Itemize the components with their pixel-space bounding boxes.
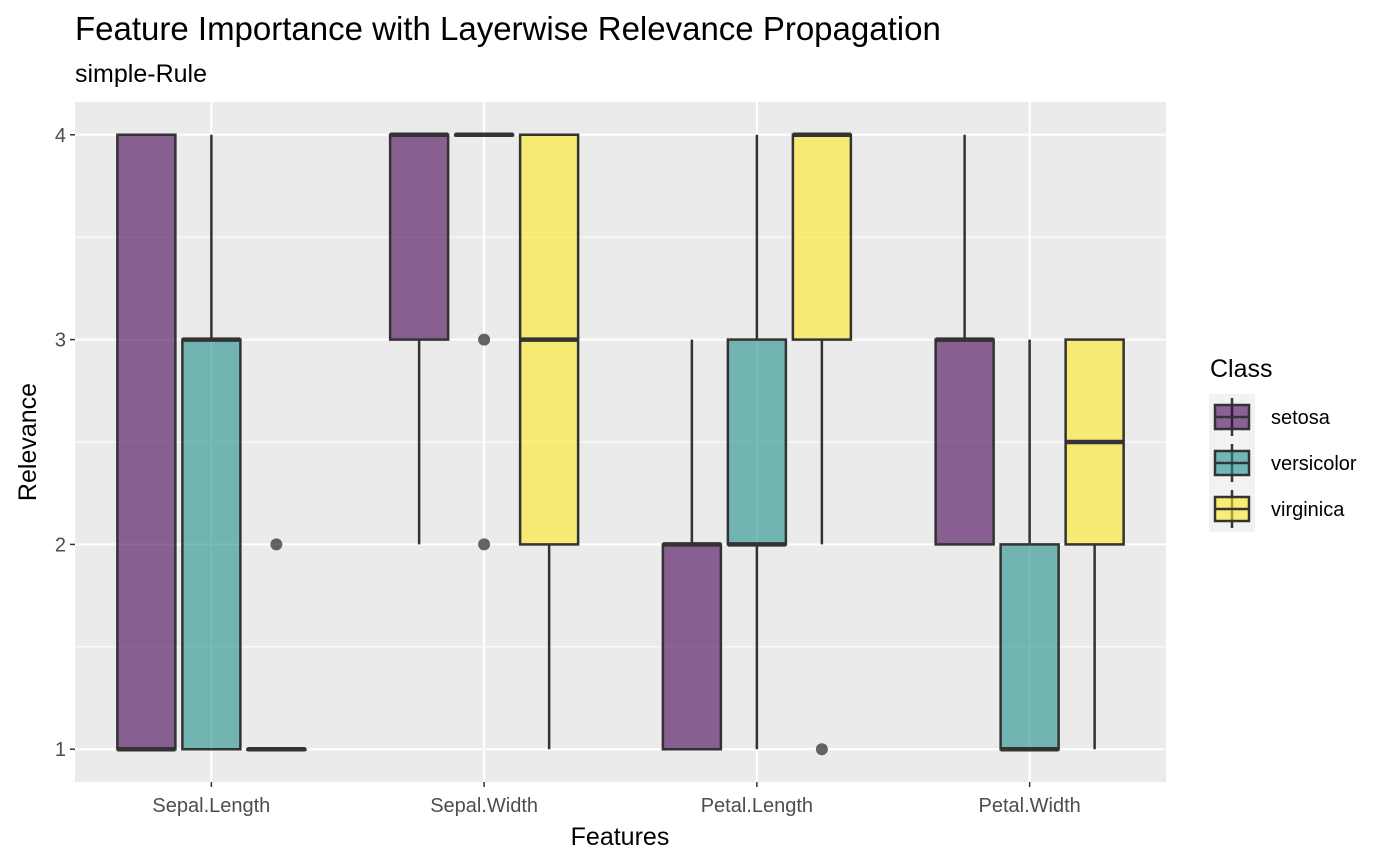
x-tick-label: Sepal.Width xyxy=(430,795,538,817)
box-virginica xyxy=(791,132,853,756)
box-body xyxy=(999,543,1060,751)
box-versicolor xyxy=(453,132,515,551)
legend-label: virginica xyxy=(1271,499,1345,521)
box-versicolor xyxy=(726,134,788,750)
outlier-point xyxy=(478,538,491,551)
box-virginica xyxy=(518,133,580,750)
box-virginica xyxy=(246,538,307,752)
x-axis-title: Features xyxy=(571,823,670,851)
box-setosa xyxy=(934,134,995,546)
box-body xyxy=(726,338,788,546)
legend-item-virginica: virginica xyxy=(1209,486,1345,532)
x-tick-label: Petal.Length xyxy=(701,795,813,817)
legend-item-setosa: setosa xyxy=(1209,394,1331,440)
legend-label: setosa xyxy=(1271,407,1331,429)
box-body xyxy=(116,133,177,751)
outlier-point xyxy=(478,333,491,346)
outlier-point xyxy=(270,538,283,551)
chart-title: Feature Importance with Layerwise Releva… xyxy=(75,10,941,47)
box-body xyxy=(791,133,853,341)
box-body xyxy=(934,338,995,546)
y-tick-label: 1 xyxy=(55,739,66,761)
box-setosa xyxy=(661,339,723,751)
x-tick-label: Petal.Width xyxy=(978,795,1080,817)
x-tick-label: Sepal.Length xyxy=(152,795,270,817)
box-body xyxy=(388,133,450,341)
x-axis: Sepal.Length Sepal.Width Petal.Length Petal… xyxy=(152,782,1081,817)
box-body xyxy=(661,543,723,751)
y-axis-title: Relevance xyxy=(14,383,42,501)
legend-item-versicolor: versicolor xyxy=(1209,440,1357,486)
chart-subtitle: simple-Rule xyxy=(75,60,207,88)
legend-label: versicolor xyxy=(1271,453,1357,475)
y-tick-label: 3 xyxy=(55,330,66,352)
legend: Class setosa versicolor virginica xyxy=(1209,355,1357,532)
box-setosa xyxy=(116,133,177,752)
y-tick-label: 2 xyxy=(55,534,66,556)
legend-title: Class xyxy=(1210,355,1273,383)
box-versicolor xyxy=(181,134,242,751)
box-layer xyxy=(116,132,1125,756)
box-versicolor xyxy=(999,339,1060,752)
box-setosa xyxy=(388,132,450,545)
y-tick-label: 4 xyxy=(55,125,66,147)
outlier-point xyxy=(815,743,828,756)
y-axis: 1 2 3 4 xyxy=(55,125,75,761)
box-body xyxy=(181,338,242,751)
box-virginica xyxy=(1064,338,1125,750)
